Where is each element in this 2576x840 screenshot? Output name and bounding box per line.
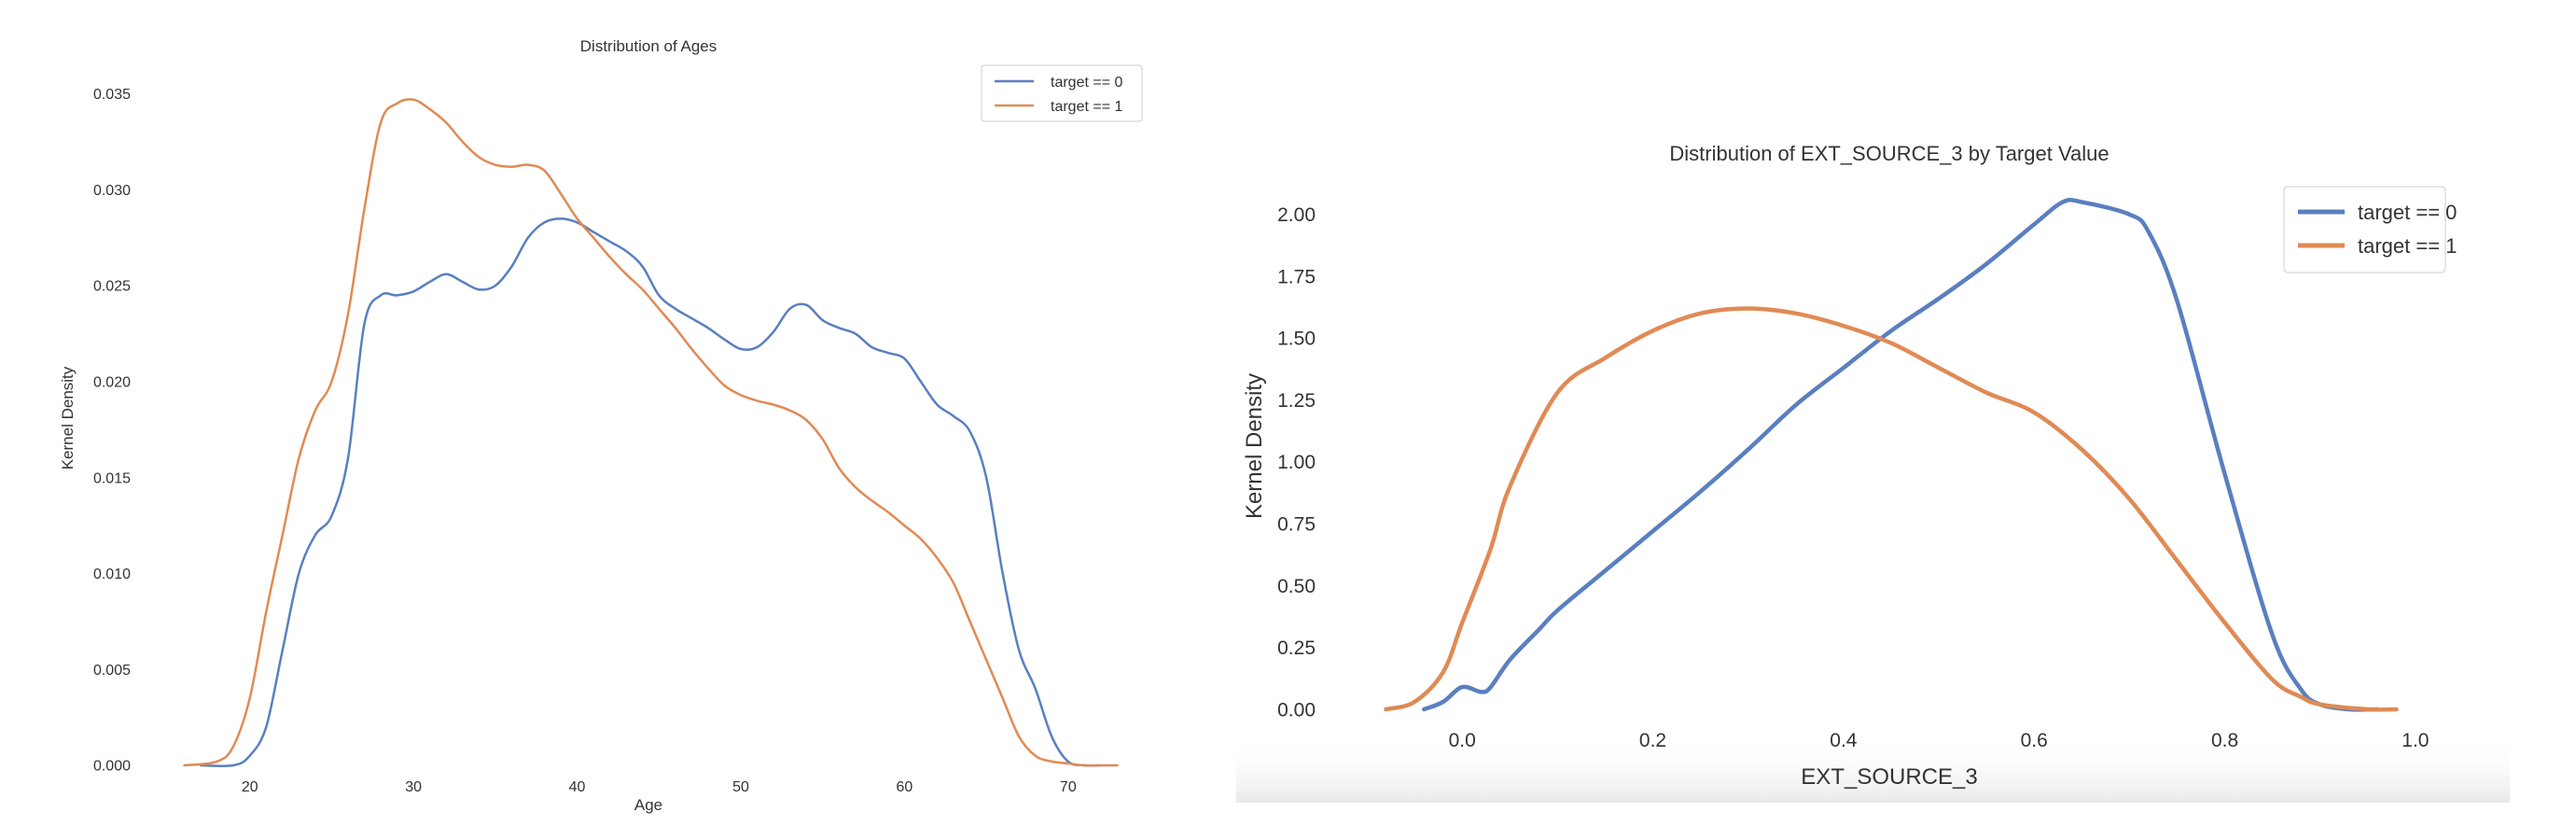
series-line-1 xyxy=(1384,306,2399,712)
right-chart-bottom-shade xyxy=(1236,737,2510,803)
series-line-0 xyxy=(199,217,1103,767)
y-tick-label: 1.00 xyxy=(1277,452,1316,473)
y-tick-labels: 0.000 0.005 0.010 0.015 0.020 0.025 0.030 0.035 xyxy=(93,87,131,774)
y-tick-label: 2.00 xyxy=(1277,204,1316,226)
y-tick-label: 1.75 xyxy=(1277,266,1316,287)
y-tick-label: 0.015 xyxy=(93,470,131,486)
chart-title: Distribution of EXT_SOURCE_3 by Target V… xyxy=(1669,142,2109,165)
x-tick-label: 0.6 xyxy=(2021,730,2048,751)
x-tick-label: 0.2 xyxy=(1639,730,1666,751)
series-lines xyxy=(183,98,1119,767)
x-tick-label: 40 xyxy=(569,779,586,795)
legend-label-1: target == 1 xyxy=(2358,234,2457,258)
x-tick-label: 0.8 xyxy=(2211,730,2238,751)
x-axis-label: EXT_SOURCE_3 xyxy=(1801,764,1977,790)
y-tick-label: 0.020 xyxy=(93,374,131,390)
age-distribution-chart: Distribution of Ages Age Kernel Density … xyxy=(59,37,1143,814)
ext-source-3-distribution-chart: Distribution of EXT_SOURCE_3 by Target V… xyxy=(1242,142,2457,790)
y-tick-label: 0.005 xyxy=(93,663,131,679)
x-tick-label: 50 xyxy=(732,779,749,795)
legend-label-0: target == 0 xyxy=(2358,201,2457,224)
y-tick-labels: 0.00 0.25 0.50 0.75 1.00 1.25 1.50 1.75 2.00 xyxy=(1277,204,1316,721)
x-tick-label: 1.0 xyxy=(2402,730,2429,751)
y-tick-label: 0.75 xyxy=(1277,514,1316,536)
y-tick-label: 1.50 xyxy=(1277,329,1316,350)
series-line-1 xyxy=(183,98,1119,767)
legend-box xyxy=(981,64,1143,122)
y-tick-label: 0.025 xyxy=(93,279,131,295)
y-tick-label: 0.50 xyxy=(1277,576,1316,597)
legend-label-1: target == 1 xyxy=(1051,99,1122,115)
x-axis-label: Age xyxy=(634,796,662,814)
x-tick-label: 0.0 xyxy=(1449,730,1476,751)
x-tick-labels: 20 30 40 50 60 70 xyxy=(242,779,1077,795)
y-axis-label: Kernel Density xyxy=(1242,373,1267,519)
x-tick-label: 0.4 xyxy=(1830,730,1858,751)
y-tick-label: 0.25 xyxy=(1277,637,1316,659)
x-tick-label: 70 xyxy=(1060,779,1077,795)
legend: target == 0 target == 1 xyxy=(981,64,1143,122)
chart-title: Distribution of Ages xyxy=(580,37,717,55)
y-tick-label: 0.035 xyxy=(93,87,131,103)
x-tick-label: 30 xyxy=(405,779,422,795)
x-tick-label: 60 xyxy=(897,779,913,795)
y-tick-label: 0.010 xyxy=(93,567,131,582)
x-tick-label: 20 xyxy=(242,779,258,795)
y-tick-label: 1.25 xyxy=(1277,390,1316,412)
legend-box xyxy=(2283,186,2446,273)
legend-label-0: target == 0 xyxy=(1051,75,1122,91)
y-tick-label: 0.000 xyxy=(93,759,131,775)
y-tick-label: 0.030 xyxy=(93,183,131,199)
series-lines xyxy=(1384,197,2399,712)
y-tick-label: 0.00 xyxy=(1277,699,1316,721)
legend: target == 0 target == 1 xyxy=(2283,186,2457,273)
y-axis-label: Kernel Density xyxy=(59,366,77,469)
series-line-0 xyxy=(1422,197,2380,712)
x-tick-labels: 0.0 0.2 0.4 0.6 0.8 1.0 xyxy=(1449,730,2430,751)
